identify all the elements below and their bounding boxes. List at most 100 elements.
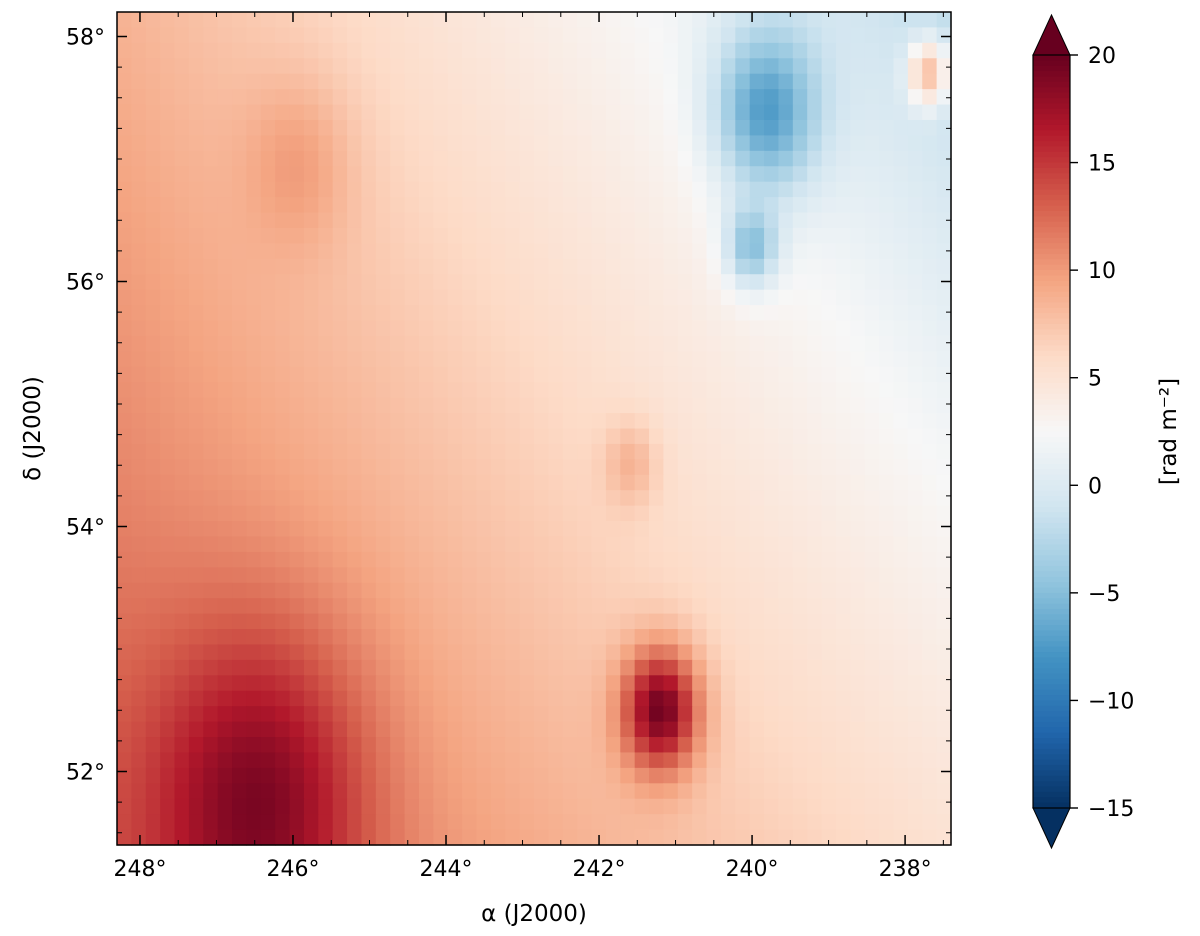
heatmap-cell xyxy=(907,274,923,291)
heatmap-cell xyxy=(203,335,219,352)
heatmap-cell xyxy=(361,644,377,661)
heatmap-cell xyxy=(634,227,650,244)
heatmap-cell xyxy=(749,613,765,630)
heatmap-cell xyxy=(490,227,506,244)
heatmap-cell xyxy=(864,675,880,692)
heatmap-cell xyxy=(318,706,334,723)
heatmap-cell xyxy=(131,181,147,198)
heatmap-cell xyxy=(275,752,291,769)
heatmap-cell xyxy=(778,752,794,769)
heatmap-cell xyxy=(490,119,506,137)
heatmap-cell xyxy=(203,551,219,568)
heatmap-cell xyxy=(864,737,880,754)
heatmap-cell xyxy=(620,243,636,260)
heatmap-cell xyxy=(764,490,780,507)
heatmap-cell xyxy=(174,73,190,90)
heatmap-cell xyxy=(433,135,449,152)
heatmap-cell xyxy=(778,629,794,646)
heatmap-cell xyxy=(203,42,219,59)
heatmap-cell xyxy=(433,413,449,430)
heatmap-cell xyxy=(131,27,147,44)
heatmap-cell xyxy=(260,737,276,754)
heatmap-cell xyxy=(764,150,780,167)
heatmap-cell xyxy=(505,104,521,121)
heatmap-cell xyxy=(792,181,808,198)
heatmap-cell xyxy=(418,551,434,568)
heatmap-cell xyxy=(433,459,449,476)
heatmap-cell xyxy=(807,150,823,167)
heatmap-cell xyxy=(562,629,578,646)
heatmap-cell xyxy=(375,521,391,538)
heatmap-cell xyxy=(433,397,449,414)
heatmap-cell xyxy=(893,320,909,337)
colorbar-segment xyxy=(1033,619,1070,626)
heatmap-cell xyxy=(663,397,679,414)
heatmap-cell xyxy=(447,629,463,646)
heatmap-cell xyxy=(936,366,952,383)
heatmap-cell xyxy=(490,397,506,414)
colorbar-segment xyxy=(1033,92,1070,99)
heatmap-cell xyxy=(620,289,636,306)
heatmap-cell xyxy=(936,644,952,661)
heatmap-cell xyxy=(519,474,535,491)
heatmap-cell xyxy=(390,629,406,646)
heatmap-cell xyxy=(634,829,650,846)
heatmap-cell xyxy=(907,690,923,707)
heatmap-cell xyxy=(835,737,851,754)
heatmap-cell xyxy=(188,258,204,275)
heatmap-cell xyxy=(174,320,190,337)
heatmap-cell xyxy=(706,258,722,275)
heatmap-cell xyxy=(936,443,952,460)
colorbar-segment xyxy=(1033,463,1070,470)
heatmap-cell xyxy=(778,166,794,183)
heatmap-cell xyxy=(318,814,334,831)
heatmap-cell xyxy=(519,12,535,29)
heatmap-cell xyxy=(936,274,952,291)
heatmap-cell xyxy=(720,582,736,599)
colorbar-frame xyxy=(1032,54,1071,809)
heatmap-cell xyxy=(447,104,463,121)
heatmap-cell xyxy=(807,783,823,800)
heatmap-cell xyxy=(174,428,190,445)
heatmap-cell xyxy=(174,567,190,584)
heatmap-cell xyxy=(936,320,952,337)
heatmap-cell xyxy=(490,690,506,707)
heatmap-cell xyxy=(634,243,650,260)
heatmap-cell xyxy=(649,505,665,522)
heatmap-cell xyxy=(591,798,607,815)
heatmap-cell xyxy=(706,613,722,630)
heatmap-cell xyxy=(749,814,765,831)
heatmap-cell xyxy=(735,89,751,106)
heatmap-cell xyxy=(735,227,751,244)
heatmap-cell xyxy=(764,135,780,152)
heatmap-cell xyxy=(577,320,593,337)
heatmap-cell xyxy=(778,150,794,167)
colorbar-segment xyxy=(1033,232,1070,239)
heatmap-cell xyxy=(289,659,305,676)
heatmap-cell xyxy=(347,135,363,152)
heatmap-cell xyxy=(936,737,952,754)
heatmap-cell xyxy=(692,89,708,106)
heatmap-cell xyxy=(289,227,305,244)
colorbar-segment xyxy=(1033,587,1070,594)
heatmap-cell xyxy=(835,474,851,491)
heatmap-cell xyxy=(361,335,377,352)
heatmap-cell xyxy=(534,197,549,214)
heatmap-cell xyxy=(145,551,161,568)
heatmap-cell xyxy=(246,659,262,676)
heatmap-cell xyxy=(289,305,305,322)
heatmap-cell xyxy=(907,27,923,44)
heatmap-cell xyxy=(907,166,923,183)
heatmap-cell xyxy=(160,166,176,183)
heatmap-cell xyxy=(907,89,923,106)
colorbar-segment xyxy=(1033,141,1070,148)
colorbar-segment xyxy=(1033,539,1070,546)
heatmap-cell xyxy=(217,119,233,137)
heatmap-cell xyxy=(864,382,880,399)
heatmap-cell xyxy=(605,829,621,846)
plot-frame xyxy=(116,11,952,846)
heatmap-cell xyxy=(318,613,334,630)
heatmap-cell xyxy=(677,644,693,661)
heatmap-cell xyxy=(720,212,736,229)
colorbar-segment xyxy=(1033,522,1070,529)
